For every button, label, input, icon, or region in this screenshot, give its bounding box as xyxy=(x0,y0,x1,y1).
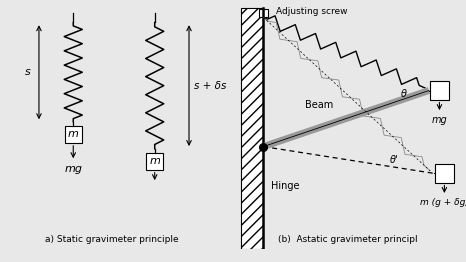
Text: m (g + δg): m (g + δg) xyxy=(420,198,466,207)
Text: mg: mg xyxy=(432,116,447,125)
Text: m: m xyxy=(149,156,160,166)
Bar xyxy=(241,8,263,249)
Bar xyxy=(435,164,454,183)
Bar xyxy=(146,153,163,170)
Text: m: m xyxy=(68,129,79,139)
Text: Adjusting screw: Adjusting screw xyxy=(276,7,347,16)
Bar xyxy=(430,81,449,100)
Text: mg: mg xyxy=(64,163,82,174)
Text: θ: θ xyxy=(401,89,407,99)
Bar xyxy=(259,9,268,17)
Text: a) Static gravimeter principle: a) Static gravimeter principle xyxy=(45,235,178,244)
Bar xyxy=(65,126,82,143)
Text: Beam: Beam xyxy=(306,100,334,110)
Text: θ': θ' xyxy=(390,155,399,165)
Text: (b)  Astatic gravimeter principl: (b) Astatic gravimeter principl xyxy=(278,235,417,244)
Text: s + δs: s + δs xyxy=(194,81,226,91)
Text: Hinge: Hinge xyxy=(271,181,299,191)
Text: s: s xyxy=(25,67,31,77)
